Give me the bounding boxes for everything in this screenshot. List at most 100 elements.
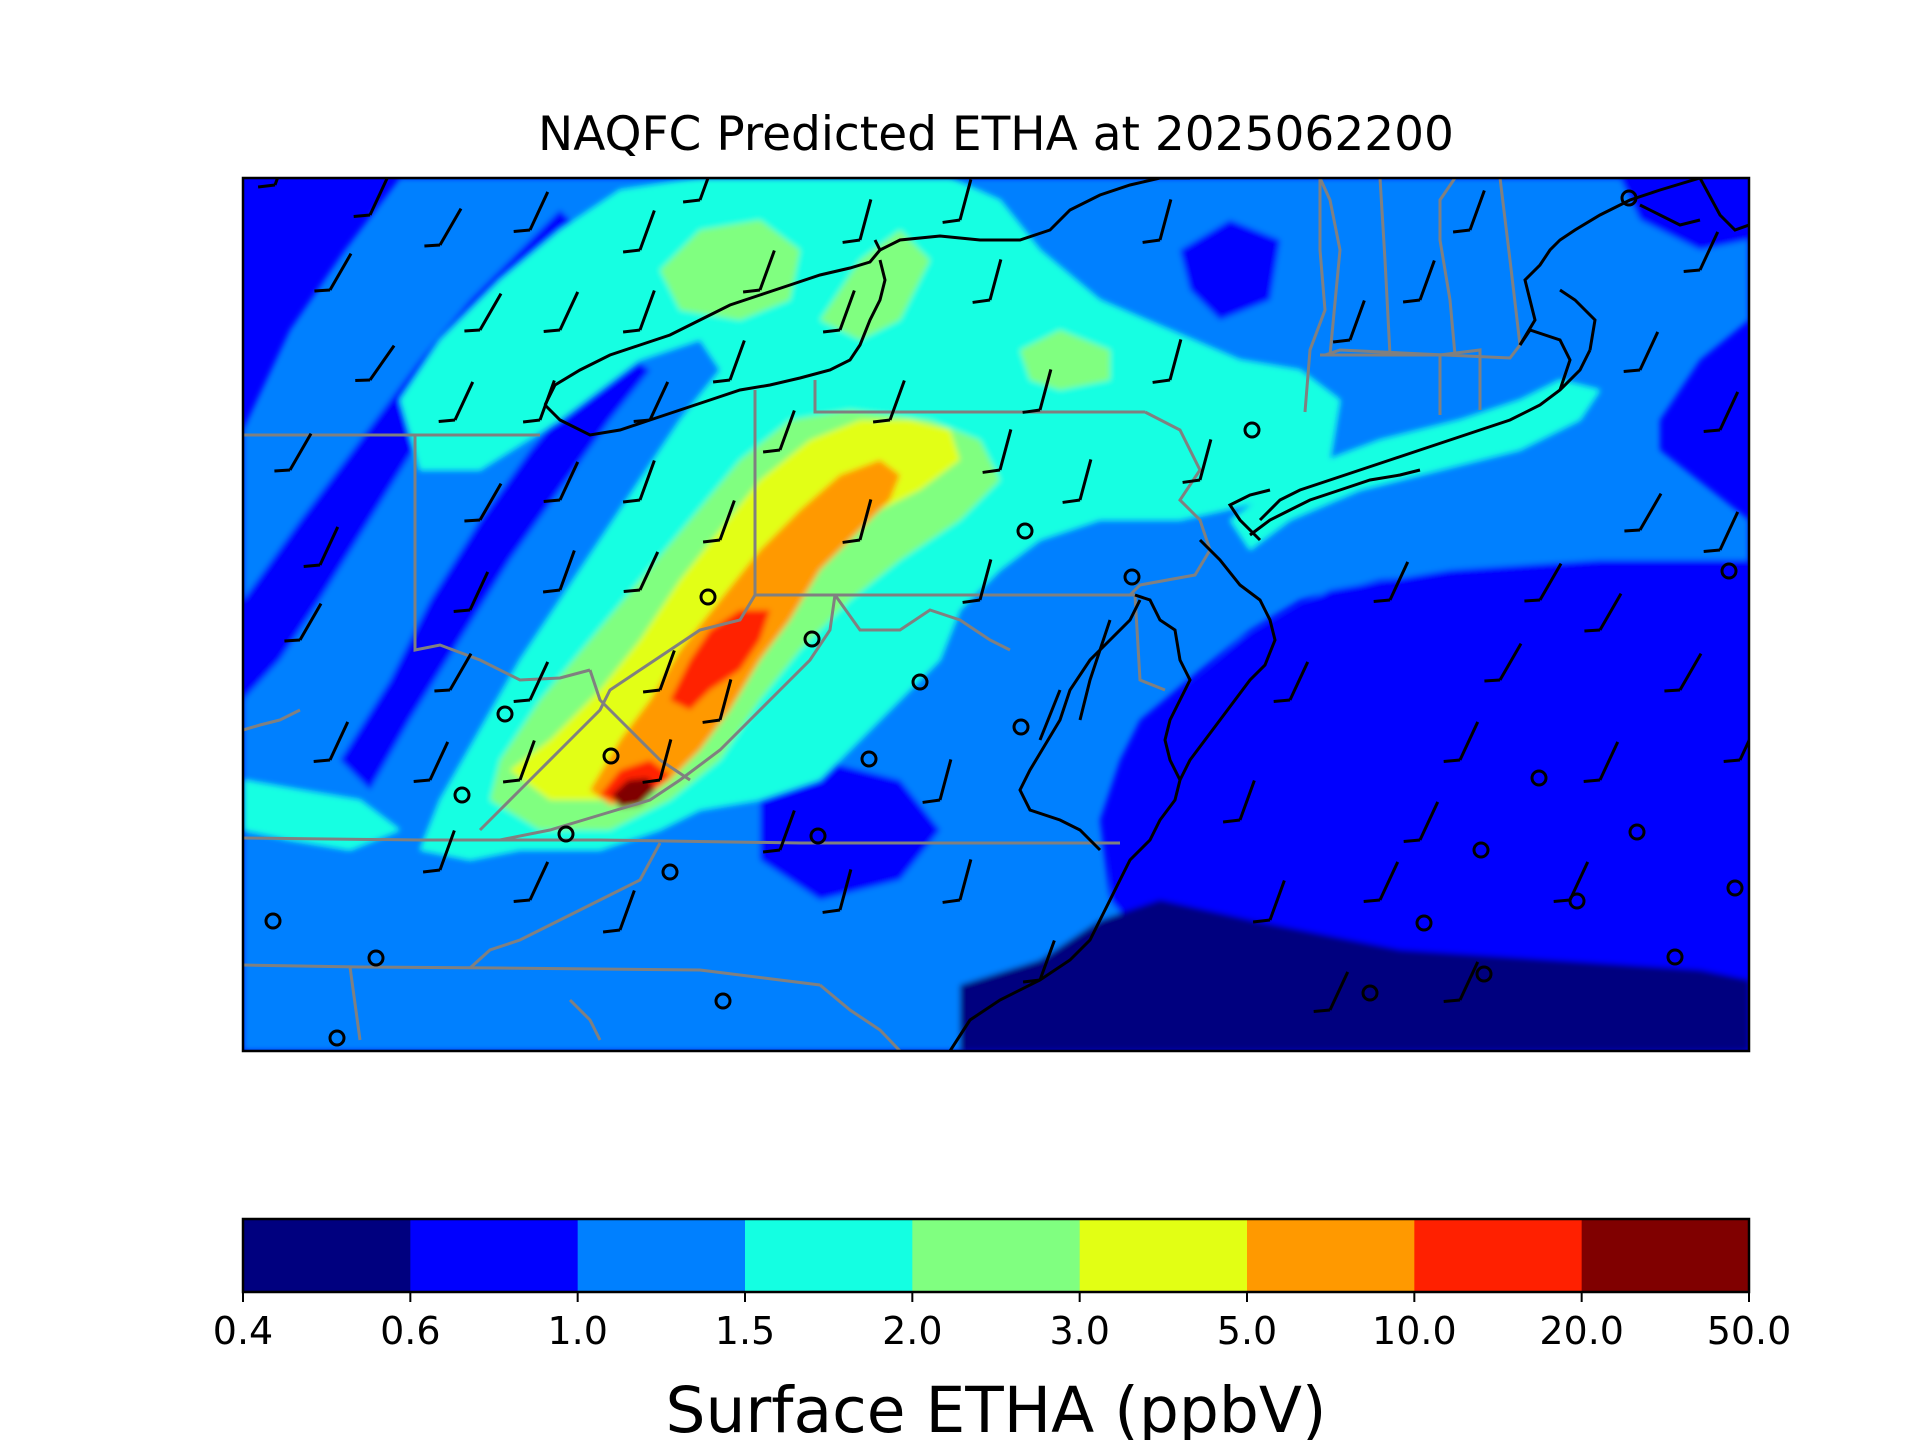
calm-wind-circle bbox=[1666, 948, 1684, 966]
colorbar-cell bbox=[1247, 1219, 1415, 1292]
calm-wind-circle bbox=[367, 949, 385, 967]
map-frame bbox=[241, 176, 1751, 1053]
wind-barb bbox=[602, 890, 636, 934]
wind-barb bbox=[1062, 459, 1093, 504]
field-band-1-5-sw bbox=[243, 780, 400, 850]
wind-barb bbox=[742, 250, 776, 294]
calm-wind-circle bbox=[1568, 892, 1586, 910]
wind-barb bbox=[1583, 741, 1620, 783]
wind-barb bbox=[1443, 721, 1480, 763]
calm-wind-circle bbox=[1016, 522, 1034, 540]
wind-barb bbox=[1022, 940, 1056, 984]
wind-barb bbox=[822, 869, 853, 914]
wind-barb bbox=[1703, 391, 1740, 433]
wind-barb bbox=[1222, 780, 1256, 824]
wind-barb bbox=[438, 381, 475, 423]
calm-wind-circle bbox=[1472, 841, 1490, 859]
wind-barb bbox=[712, 340, 746, 384]
coastlines bbox=[543, 178, 1749, 1051]
wind-barb bbox=[1623, 331, 1660, 373]
field-low-band-w2 bbox=[340, 350, 650, 790]
wind-barb bbox=[822, 290, 856, 334]
calm-wind-circle bbox=[1530, 769, 1548, 787]
wind-barb bbox=[355, 344, 396, 383]
calm-wind-circle bbox=[1475, 965, 1493, 983]
wind-barb bbox=[543, 291, 580, 333]
colorbar-tick-label: 0.4 bbox=[213, 1309, 273, 1353]
wind-barb bbox=[622, 210, 656, 254]
colorbar-tick-label: 50.0 bbox=[1707, 1309, 1792, 1353]
wind-barb bbox=[1443, 961, 1480, 1003]
colorbar-cell bbox=[410, 1219, 579, 1292]
map-title: NAQFC Predicted ETHA at 2025062200 bbox=[538, 107, 1454, 162]
field-band-2-0 bbox=[660, 220, 800, 320]
wind-barb bbox=[284, 602, 323, 643]
wind-barb bbox=[1683, 231, 1720, 273]
field-band-2-0-c bbox=[1020, 330, 1110, 390]
calm-wind-circle bbox=[328, 1029, 346, 1047]
calm-wind-circle bbox=[860, 750, 878, 768]
wind-barb bbox=[513, 191, 550, 233]
wind-barb bbox=[1313, 971, 1350, 1013]
calm-wind-circle bbox=[453, 786, 471, 804]
colorbar-ticks: 0.4 0.6 1.0 1.5 2.0 3.0 5.0 10.0 20.0 50.0 bbox=[213, 1292, 1792, 1353]
field-band-1-5-ny bbox=[1230, 380, 1600, 550]
colorbar-tick-label: 1.0 bbox=[547, 1309, 607, 1353]
wind-barb bbox=[942, 859, 973, 904]
field-band-0-4 bbox=[960, 900, 1749, 1051]
colorbar-tick-label: 1.5 bbox=[715, 1309, 775, 1353]
wind-barb bbox=[1584, 592, 1623, 633]
calm-wind-circle bbox=[1620, 189, 1638, 207]
wind-barb bbox=[1484, 642, 1523, 683]
wind-barb bbox=[682, 178, 710, 204]
field-low-se bbox=[760, 760, 940, 900]
colorbar-label: Surface ETHA (ppbV) bbox=[665, 1374, 1326, 1440]
colorbar-tick-label: 5.0 bbox=[1217, 1309, 1277, 1353]
calm-wind-circle bbox=[661, 863, 679, 881]
calm-wind-circle bbox=[1243, 421, 1261, 439]
colorbar: 0.4 0.6 1.0 1.5 2.0 3.0 5.0 10.0 20.0 50.0 Surfac… bbox=[213, 1217, 1792, 1440]
calm-wind-circle bbox=[911, 673, 929, 691]
wind-barb bbox=[1524, 562, 1563, 603]
calm-wind-circle bbox=[1726, 879, 1744, 897]
colorbar-cells bbox=[243, 1219, 1750, 1292]
wind-barb bbox=[642, 650, 676, 694]
wind-barb bbox=[1403, 801, 1440, 843]
field-band-10-0 bbox=[670, 610, 770, 710]
wind-barb bbox=[464, 482, 503, 523]
wind-barb bbox=[972, 259, 1003, 304]
colorbar-cell bbox=[1079, 1219, 1248, 1292]
wind-barb bbox=[762, 810, 796, 854]
wind-barb bbox=[1402, 260, 1436, 304]
calm-wind-circle bbox=[809, 827, 827, 845]
wind-barb bbox=[633, 381, 670, 423]
wind-barb bbox=[1152, 339, 1183, 384]
calm-wind-circle bbox=[1628, 823, 1646, 841]
calm-wind-circle bbox=[1415, 914, 1433, 932]
calm-wind-circle bbox=[1720, 562, 1738, 580]
wind-barb bbox=[622, 290, 656, 334]
wind-barb bbox=[1703, 511, 1740, 553]
wind-barb bbox=[513, 861, 550, 903]
wind-barb bbox=[1273, 661, 1310, 703]
colorbar-tick-label: 2.0 bbox=[882, 1309, 942, 1353]
wind-barb bbox=[1363, 861, 1400, 903]
colorbar-cell bbox=[1581, 1219, 1750, 1292]
calm-wind-circle bbox=[803, 630, 821, 648]
wind-barb bbox=[453, 571, 490, 613]
colorbar-tick-label: 10.0 bbox=[1372, 1309, 1457, 1353]
wind-barb bbox=[543, 461, 580, 503]
wind-barb bbox=[464, 292, 503, 333]
wind-barb bbox=[513, 661, 550, 703]
wind-barb bbox=[303, 526, 340, 568]
wind-barb bbox=[962, 559, 993, 604]
wind-barb bbox=[1182, 439, 1213, 484]
colorbar-tick-label: 3.0 bbox=[1049, 1309, 1109, 1353]
wind-barb bbox=[1022, 369, 1053, 414]
wind-barb bbox=[353, 178, 389, 218]
wind-barb bbox=[314, 252, 353, 293]
wind-barb bbox=[842, 199, 873, 244]
wind-barb bbox=[622, 460, 656, 504]
colorbar-cell bbox=[577, 1219, 746, 1292]
wind-barb bbox=[982, 429, 1013, 474]
